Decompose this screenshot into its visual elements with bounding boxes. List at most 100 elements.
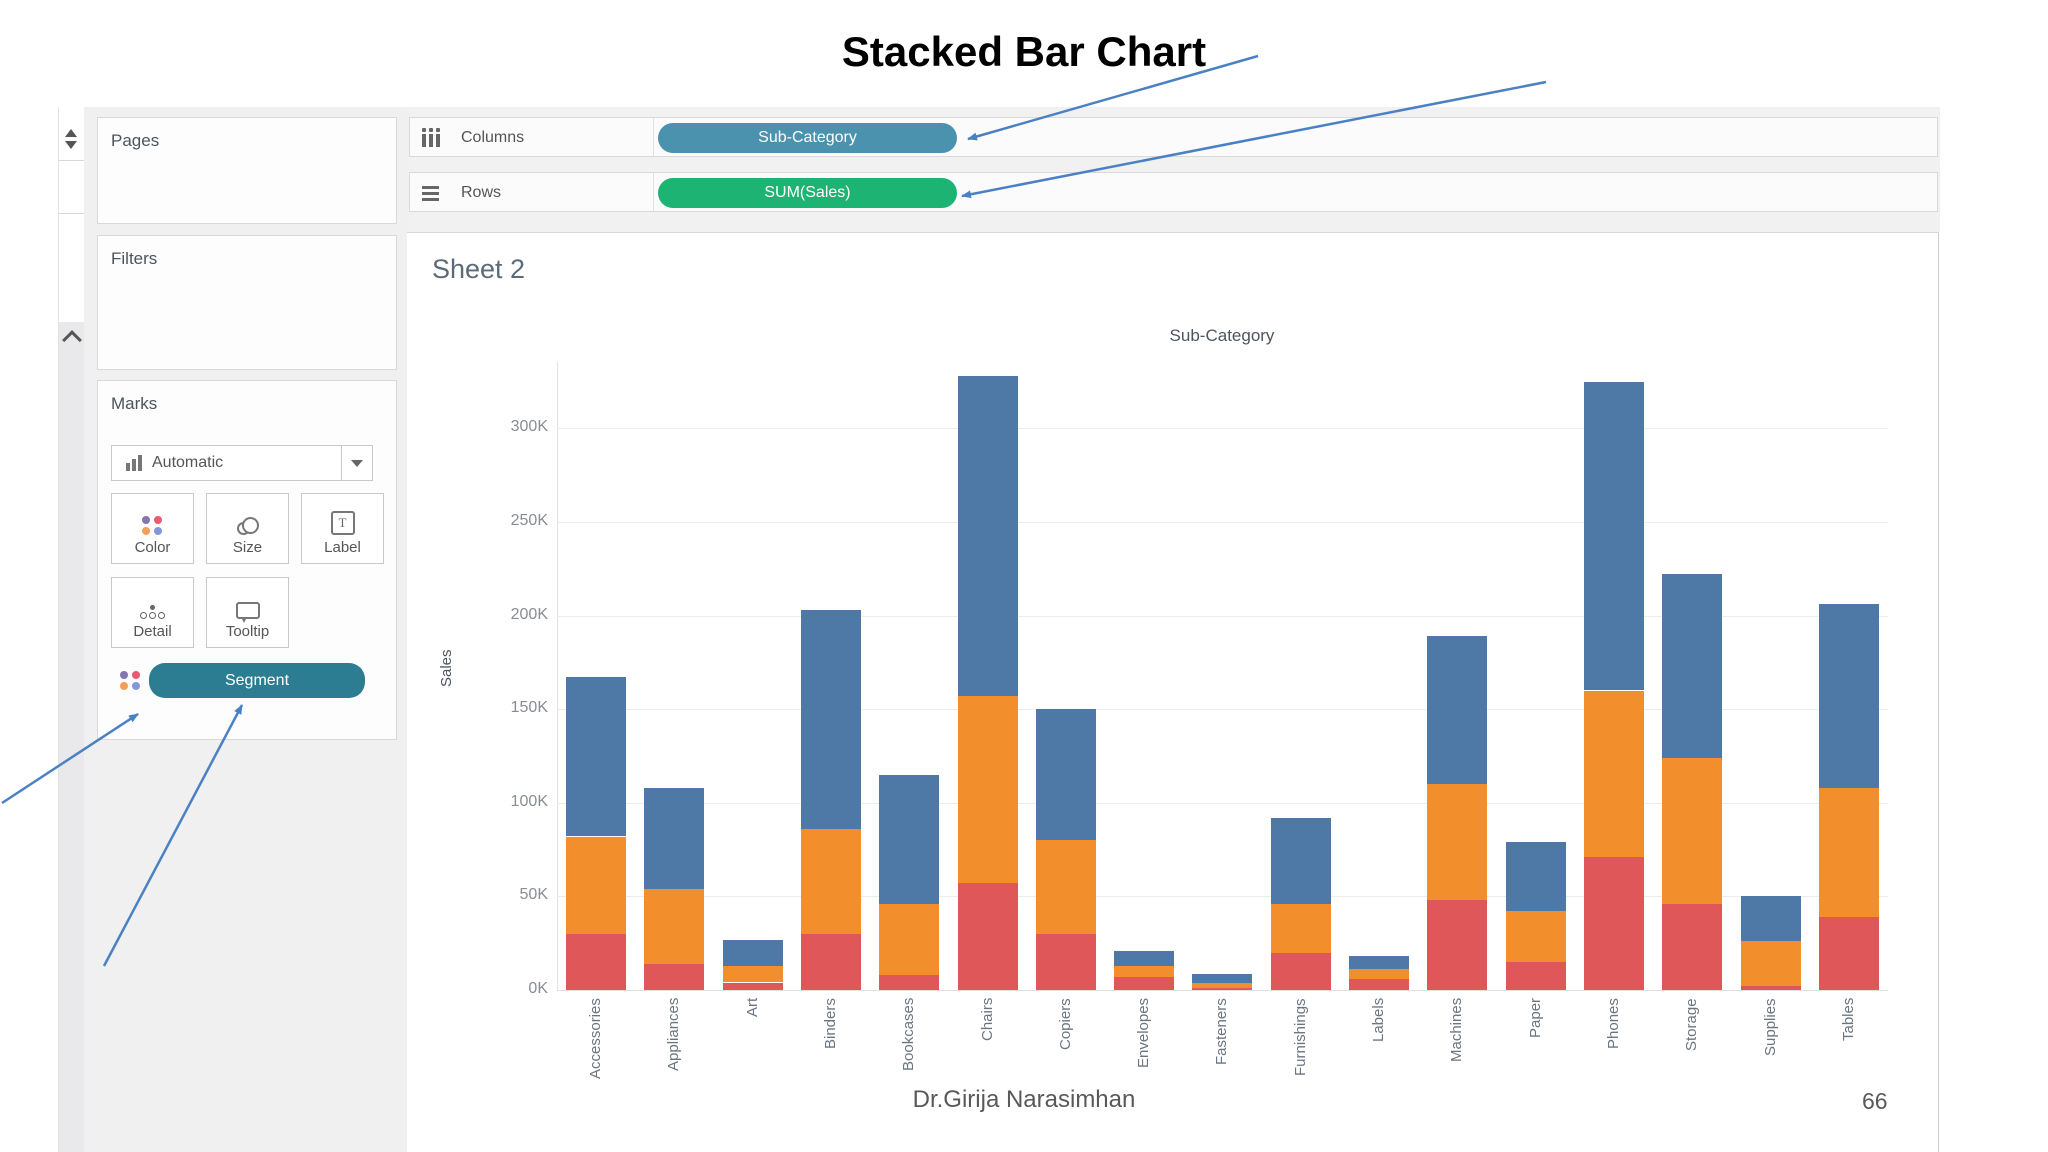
bar-Paper-segment-top (blue)[interactable] (1505, 842, 1566, 912)
x-axis-label-Bookcases[interactable]: Bookcases (900, 998, 918, 1072)
bar-Machines-segment-top (blue)[interactable] (1427, 636, 1488, 785)
bar-Art-segment-bottom (red)[interactable] (722, 982, 783, 990)
x-axis-label-Envelopes[interactable]: Envelopes (1135, 998, 1153, 1069)
bar-Chairs-segment-top (blue)[interactable] (957, 376, 1018, 697)
bar-Chairs-segment-bottom (red)[interactable] (957, 883, 1018, 990)
bar-Copiers-segment-middle (orange)[interactable] (1035, 840, 1096, 934)
bar-Bookcases-segment-middle (orange)[interactable] (879, 903, 940, 975)
bar-Machines-segment-middle (orange)[interactable] (1427, 784, 1488, 901)
x-axis-label-Chairs[interactable]: Chairs (978, 998, 996, 1042)
rows-pill-sum-sales[interactable]: SUM(Sales) (658, 178, 957, 208)
bar-Accessories-segment-bottom (red)[interactable] (566, 933, 626, 990)
gridline-50K (557, 896, 1888, 898)
mark-type-value: Automatic (152, 454, 224, 471)
bar-Appliances-segment-bottom (red)[interactable] (644, 963, 705, 990)
bar-Furnishings-segment-bottom (red)[interactable] (1270, 952, 1331, 990)
x-axis-label-Binders[interactable]: Binders (821, 998, 839, 1049)
color-encoding-icon[interactable] (120, 671, 141, 690)
x-axis-label-Storage[interactable]: Storage (1683, 998, 1701, 1051)
bar-Storage-segment-middle (orange)[interactable] (1662, 757, 1723, 904)
mark-type-dropdown[interactable]: Automatic (111, 445, 373, 481)
bar-Paper-segment-bottom (red)[interactable] (1505, 961, 1566, 990)
bar-Supplies-segment-middle (orange)[interactable] (1740, 941, 1801, 987)
segment-pill[interactable]: Segment (149, 663, 365, 698)
bar-Appliances-segment-top (blue)[interactable] (644, 787, 705, 889)
pages-shelf-card[interactable]: Pages (97, 117, 397, 224)
marks-label: Marks (111, 394, 158, 413)
x-axis-label-Supplies[interactable]: Supplies (1761, 998, 1779, 1056)
bar-Storage-segment-bottom (red)[interactable] (1662, 903, 1723, 990)
swap-axes-icon[interactable] (65, 129, 77, 155)
bar-Furnishings-segment-top (blue)[interactable] (1270, 817, 1331, 904)
x-axis-label-Machines[interactable]: Machines (1448, 998, 1466, 1063)
x-axis-label-Appliances[interactable]: Appliances (665, 998, 683, 1072)
y-tick-label: 300K (510, 418, 548, 436)
bar-Tables-segment-bottom (red)[interactable] (1818, 917, 1879, 990)
bar-Labels-segment-middle (orange)[interactable] (1349, 969, 1409, 979)
bar-Accessories-segment-middle (orange)[interactable] (566, 836, 626, 934)
x-axis-label-Paper[interactable]: Paper (1526, 998, 1544, 1039)
bar-Envelopes-segment-middle (orange)[interactable] (1114, 965, 1175, 977)
bar-Copiers-segment-top (blue)[interactable] (1035, 709, 1096, 841)
bar-Binders-segment-middle (orange)[interactable] (800, 829, 861, 934)
bar-Appliances-segment-middle (orange)[interactable] (644, 888, 705, 964)
x-axis-label-Phones[interactable]: Phones (1604, 998, 1622, 1049)
bar-Phones-segment-bottom (red)[interactable] (1583, 857, 1644, 990)
gridline-150K (557, 709, 1888, 711)
bar-Fasteners-segment-bottom (red)[interactable] (1192, 988, 1253, 990)
bar-Accessories-segment-top (blue)[interactable] (566, 677, 626, 837)
x-axis-label-Copiers[interactable]: Copiers (1056, 998, 1074, 1050)
dropdown-caret[interactable] (341, 446, 372, 480)
gridline-200K (557, 615, 1888, 617)
size-button[interactable]: Size (206, 493, 289, 564)
label-button-label: Label (324, 539, 361, 556)
bar-Copiers-segment-bottom (red)[interactable] (1035, 933, 1096, 990)
x-axis-label-Tables[interactable]: Tables (1839, 998, 1857, 1042)
size-button-label: Size (232, 539, 263, 556)
x-axis-label-Accessories[interactable]: Accessories (587, 998, 604, 1079)
bar-Envelopes-segment-top (blue)[interactable] (1114, 950, 1175, 966)
y-tick-label: 50K (519, 886, 548, 904)
bar-Binders-segment-top (blue)[interactable] (800, 610, 861, 829)
bar-Paper-segment-middle (orange)[interactable] (1505, 911, 1566, 962)
bar-Phones-segment-middle (orange)[interactable] (1583, 690, 1644, 858)
bar-Bookcases-segment-bottom (red)[interactable] (879, 975, 940, 990)
x-axis-label-Fasteners[interactable]: Fasteners (1213, 998, 1231, 1065)
x-axis-label-Labels[interactable]: Labels (1370, 998, 1387, 1043)
bar-Storage-segment-top (blue)[interactable] (1662, 574, 1723, 758)
bar-Fasteners-segment-middle (orange)[interactable] (1192, 983, 1253, 989)
bar-Labels-segment-bottom (red)[interactable] (1349, 978, 1409, 990)
bar-Machines-segment-bottom (red)[interactable] (1427, 900, 1488, 990)
bar-Chairs-segment-middle (orange)[interactable] (957, 696, 1018, 884)
bar-Tables-segment-top (blue)[interactable] (1818, 604, 1879, 788)
bar-Tables-segment-middle (orange)[interactable] (1818, 787, 1879, 917)
bar-Binders-segment-bottom (red)[interactable] (800, 933, 861, 990)
tooltip-button[interactable]: Tooltip (206, 577, 289, 648)
bar-Labels-segment-top (blue)[interactable] (1349, 956, 1409, 970)
bar-Bookcases-segment-top (blue)[interactable] (879, 774, 940, 904)
bar-Envelopes-segment-bottom (red)[interactable] (1114, 976, 1175, 990)
x-axis-label-Furnishings[interactable]: Furnishings (1291, 998, 1309, 1076)
tooltip-bubble-icon (235, 602, 260, 623)
bar-Supplies-segment-bottom (red)[interactable] (1740, 986, 1801, 990)
filters-label: Filters (111, 249, 158, 268)
gridline-250K (557, 522, 1888, 523)
slide-footer-author: Dr.Girija Narasimhan (912, 1086, 1136, 1113)
bar-Phones-segment-top (blue)[interactable] (1583, 381, 1644, 691)
color-button-label: Color (134, 539, 171, 556)
x-axis-label-Art[interactable]: Art (743, 998, 761, 1018)
bar-Supplies-segment-top (blue)[interactable] (1740, 896, 1801, 942)
bar-Fasteners-segment-top (blue)[interactable] (1192, 974, 1253, 984)
label-button[interactable]: T Label (301, 493, 384, 564)
color-button[interactable]: Color (111, 493, 194, 564)
y-tick-label: 150K (510, 699, 548, 717)
bar-Art-segment-top (blue)[interactable] (722, 939, 783, 966)
filters-shelf-card[interactable]: Filters (97, 235, 397, 370)
columns-pill-sub-category[interactable]: Sub-Category (658, 123, 957, 153)
sheet-title: Sheet 2 (432, 254, 526, 284)
bar-Art-segment-middle (orange)[interactable] (722, 965, 783, 983)
detail-button[interactable]: Detail (111, 577, 194, 648)
bar-Furnishings-segment-middle (orange)[interactable] (1270, 903, 1331, 953)
